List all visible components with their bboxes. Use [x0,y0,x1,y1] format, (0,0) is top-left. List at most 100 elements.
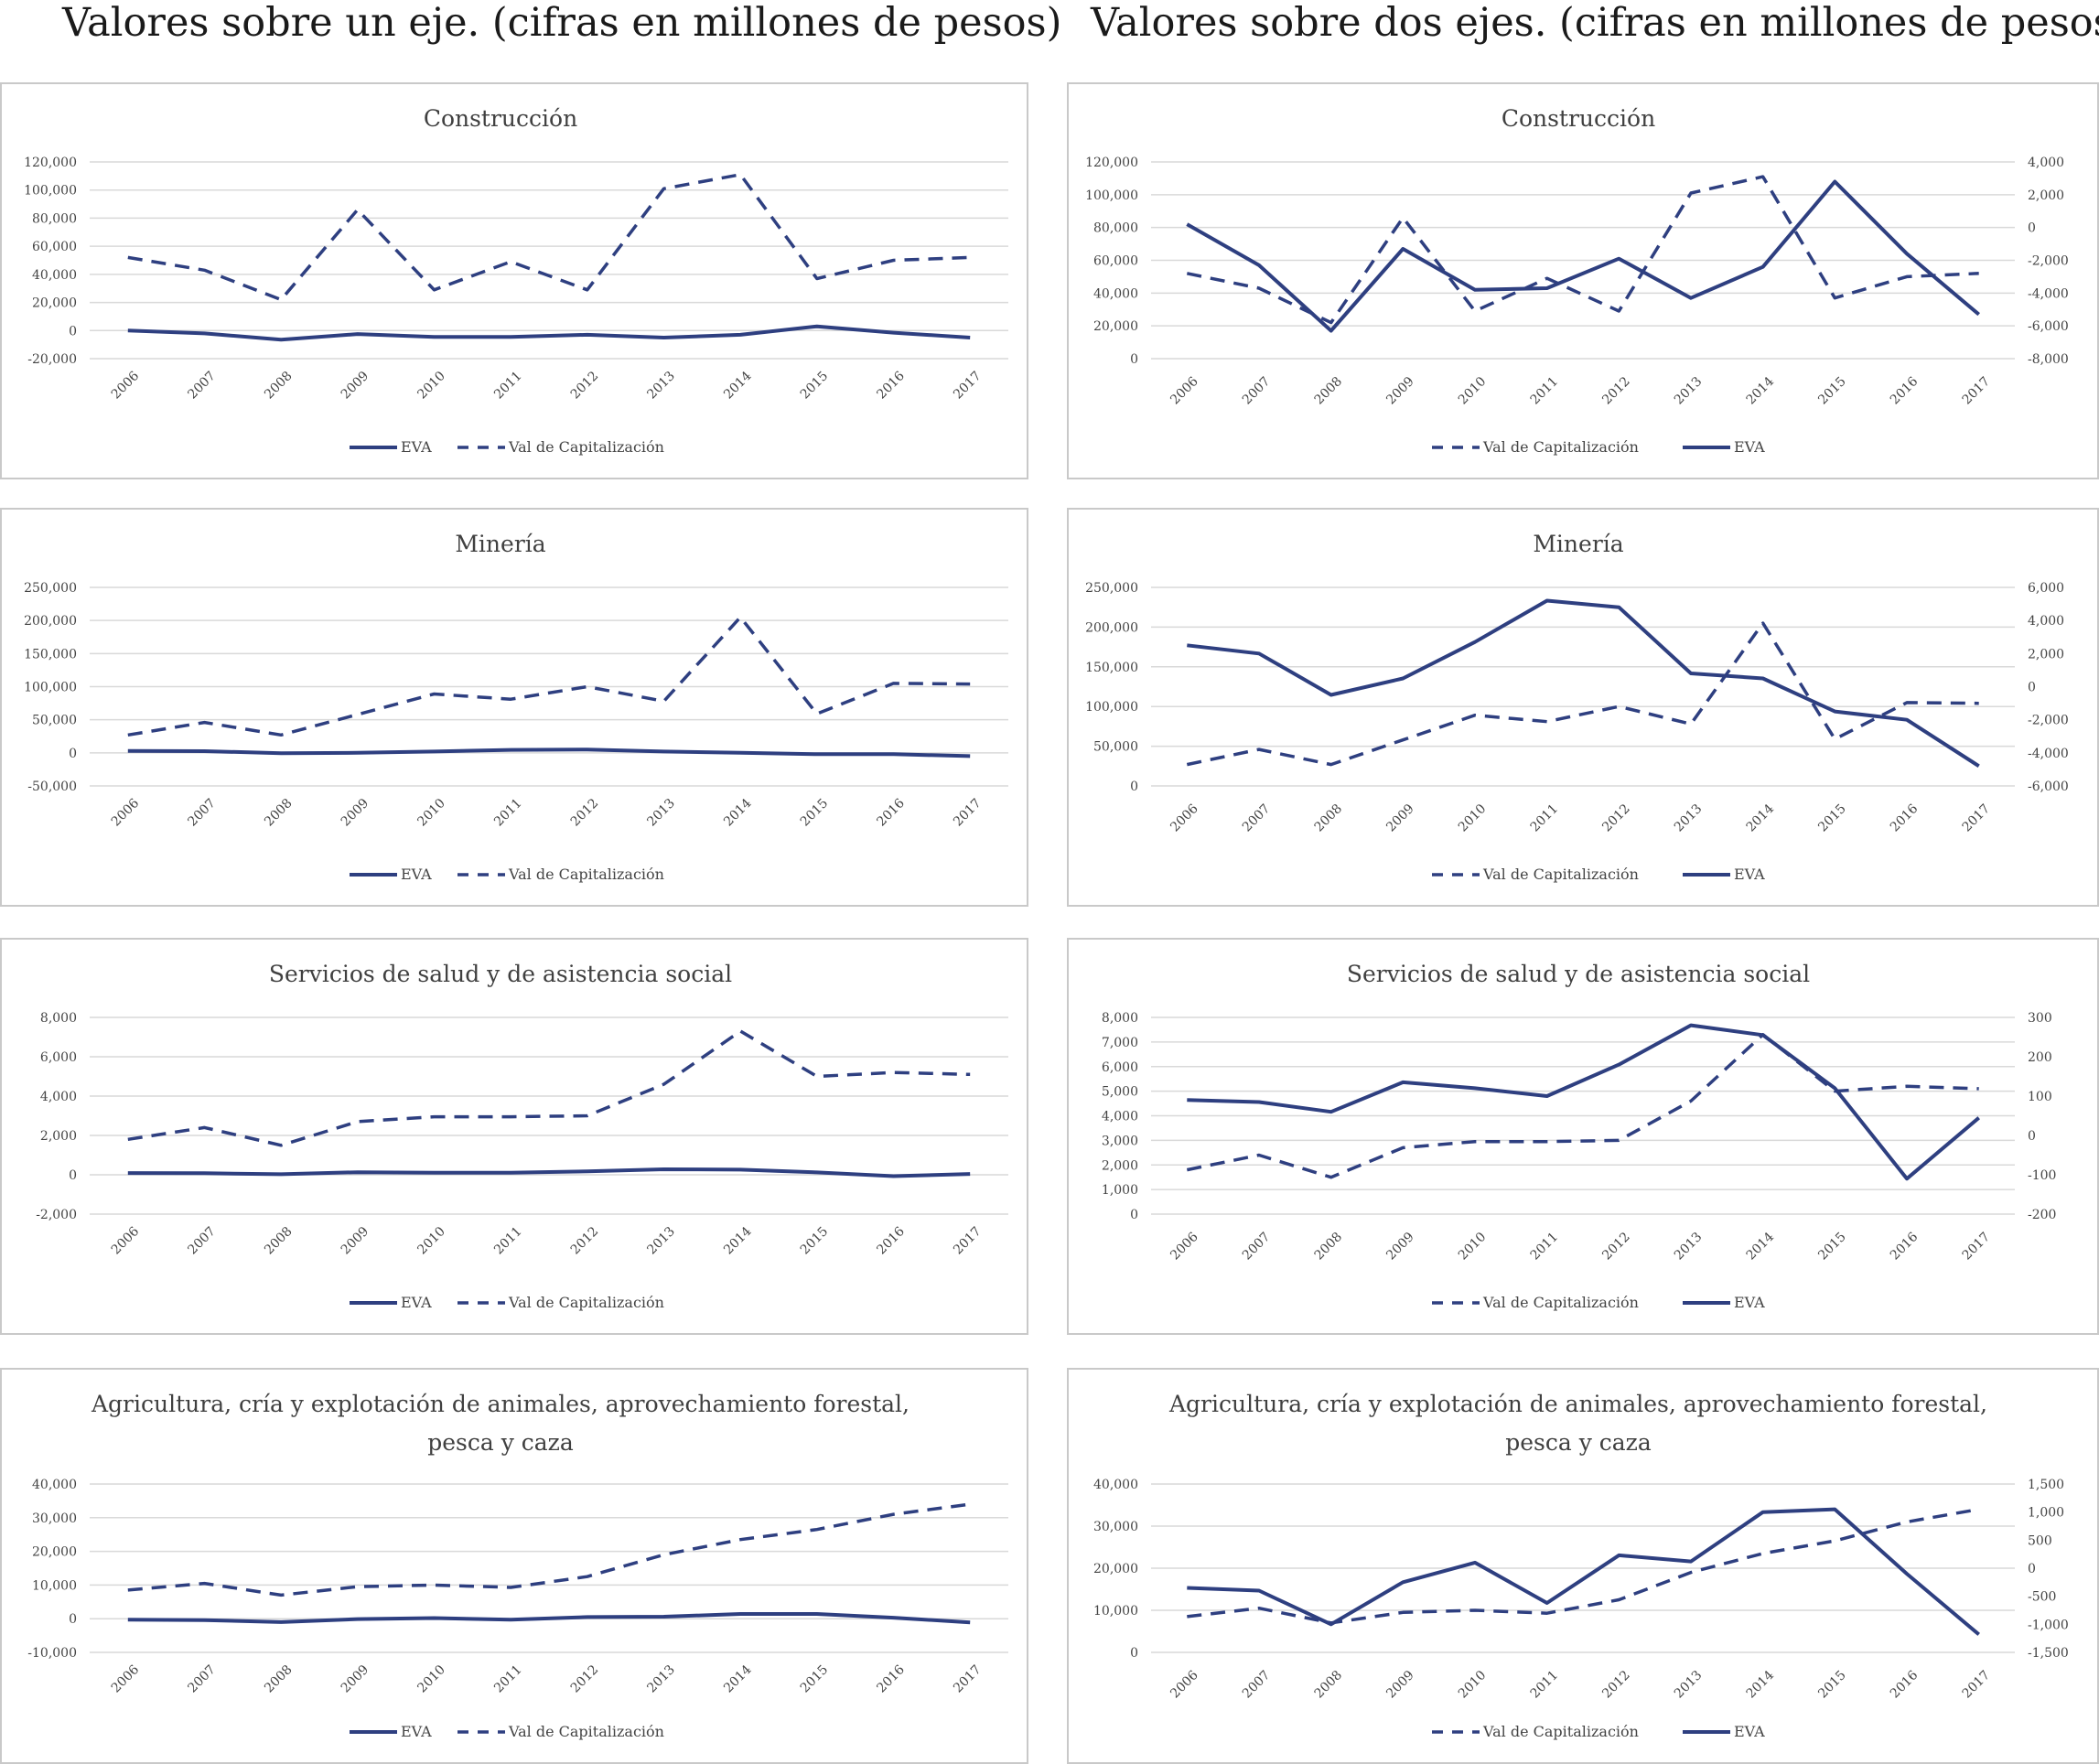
x-tick-label: 2011 [1528,1668,1562,1702]
y2-tick-label: 6,000 [2028,581,2064,596]
x-tick-label: 2011 [1528,374,1562,408]
legend-label: Val de Capitalización [1482,1294,1639,1311]
x-tick-label: 2013 [644,369,678,403]
x-tick-label: 2011 [1528,801,1562,835]
series-line-eva [1186,179,1980,333]
legend-label: Val de Capitalización [508,866,664,883]
x-tick-label: 2013 [1672,1230,1706,1264]
x-tick-label: 2017 [951,796,985,830]
x-tick-label: 2012 [1599,1668,1633,1702]
x-tick-label: 2015 [1815,1668,1849,1702]
y-tick-label: 250,000 [1085,581,1138,596]
y2-tick-label: -1,500 [2028,1646,2069,1661]
y-tick-label: 120,000 [1085,156,1138,170]
y-tick-label: 80,000 [1093,221,1138,236]
x-tick-label: 2009 [1383,374,1417,408]
y-tick-label: 20,000 [32,296,77,311]
y2-tick-label: -4,000 [2028,286,2069,301]
x-tick-label: 2014 [1744,801,1778,835]
x-tick-label: 2013 [644,1224,678,1258]
y-tick-label: 20,000 [1093,319,1138,334]
x-tick-label: 2016 [1888,1668,1921,1702]
y-tick-label: 0 [69,1168,77,1183]
x-tick-label: 2007 [185,796,219,830]
x-tick-label: 2007 [185,1662,219,1696]
x-tick-label: 2014 [1744,1668,1778,1702]
chart-svg: Servicios de salud y de asistencia socia… [36,961,1008,1311]
y-tick-label: 10,000 [1093,1604,1138,1619]
x-tick-label: 2008 [262,369,296,403]
series-line-val [127,173,971,302]
x-tick-label: 2006 [1168,1230,1201,1264]
series-line-eva [127,324,971,342]
y-tick-label: 0 [1130,352,1138,367]
x-tick-label: 2016 [1888,1230,1921,1264]
chart-svg: Construcción 0 20,000 40,000 60,000 80,000 100… [1085,105,2069,456]
y-tick-label: 150,000 [24,647,77,662]
x-tick-label: 2006 [109,369,143,403]
x-tick-label: 2012 [568,1224,602,1258]
x-tick-label: 2010 [1456,1668,1490,1702]
x-tick-label: 2014 [721,1662,755,1696]
chart-title: Agricultura, cría y explotación de anima… [1168,1391,1987,1417]
x-tick-label: 2010 [414,369,448,403]
y-tick-label: 100,000 [24,681,77,695]
x-tick-label: 2015 [798,1662,832,1696]
x-tick-label: 2016 [874,1224,908,1258]
right-column-title: Valores sobre dos ejes. (cifras en millo… [1091,0,2099,46]
y-tick-label: 100,000 [1085,188,1138,203]
y-tick-label: 60,000 [32,240,77,254]
x-tick-label: 2008 [1312,1668,1346,1702]
chart-title: Servicios de salud y de asistencia socia… [269,961,732,987]
x-tick-label: 2013 [644,796,678,830]
x-tick-label: 2010 [1456,1230,1490,1264]
y2-tick-label: 1,000 [2028,1506,2064,1521]
x-tick-label: 2008 [262,796,296,830]
series-line-val [1186,621,1979,767]
y-tick-label: -10,000 [27,1646,77,1661]
x-tick-label: 2006 [109,1662,143,1696]
x-tick-label: 2007 [1240,1230,1274,1264]
y-tick-label: 10,000 [32,1578,77,1593]
x-tick-label: 2006 [1168,801,1201,835]
y-tick-label: 40,000 [32,268,77,283]
x-tick-label: 2016 [1888,801,1921,835]
y-tick-label: 30,000 [32,1511,77,1526]
y-tick-label: 200,000 [24,614,77,629]
y2-tick-label: -8,000 [2028,352,2069,367]
y2-tick-label: -2,000 [2028,714,2069,728]
x-tick-label: 2016 [1888,374,1921,408]
chart-svg: Agricultura, cría y explotación de anima… [27,1391,1008,1740]
legend-label: EVA [401,1294,432,1311]
chart-svg: Minería -50,000 0 50,000 100,000 150,000 200,0… [24,531,1008,883]
x-tick-label: 2011 [491,1662,525,1696]
legend-label: EVA [401,438,432,456]
y2-tick-label: 4,000 [2028,156,2064,170]
y2-tick-label: 1,500 [2028,1478,2064,1492]
x-tick-label: 2009 [339,1662,372,1696]
chart-panel-salud-dual: Servicios de salud y de asistencia socia… [1067,938,2099,1335]
chart-title: Minería [1533,531,1623,557]
x-tick-label: 2012 [568,1662,602,1696]
x-tick-label: 2017 [951,1224,985,1258]
x-tick-label: 2016 [874,796,908,830]
y-tick-label: 8,000 [1102,1011,1138,1026]
left-column-title: Valores sobre un eje. (cifras en millone… [62,0,1062,46]
y-tick-label: 0 [1130,1646,1138,1661]
y-tick-label: 7,000 [1102,1036,1138,1050]
y2-tick-label: 0 [2028,1129,2036,1144]
y-tick-label: 0 [1130,1208,1138,1222]
y-tick-label: 3,000 [1102,1134,1138,1148]
x-tick-label: 2007 [185,1224,219,1258]
x-tick-label: 2010 [414,1224,448,1258]
legend-label: Val de Capitalización [508,1294,664,1311]
y-tick-label: 40,000 [1093,286,1138,301]
y-tick-label: 20,000 [1093,1562,1138,1576]
x-tick-label: 2014 [721,796,755,830]
series-line-eva [127,748,971,758]
x-tick-label: 2010 [1456,374,1490,408]
chart-panel-construccion-single: Construcción -20,000 0 20,000 40,000 60,000 80… [0,82,1028,479]
chart-title: Construcción [424,105,577,132]
x-tick-label: 2009 [1383,801,1417,835]
chart-panel-mineria-dual: Minería 0 50,000 100,000 150,000 200,000 250,0… [1067,508,2099,907]
